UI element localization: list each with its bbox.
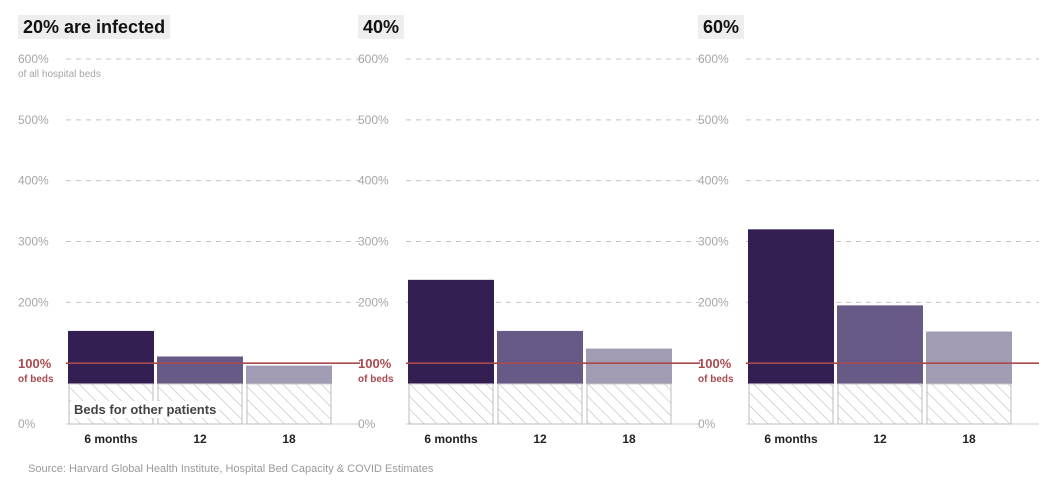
chart-panel-1: 20% are infected 0% 200% 300% 400% 500% 600% of… [18,15,360,446]
bar [926,331,1012,384]
other-patients-area [837,383,923,425]
panel-title-background [358,15,405,39]
x-tick-label: 18 [622,432,636,446]
y-tick-label: 600% [18,52,49,66]
y-tick-label: 200% [358,295,389,309]
other-patients-area [926,383,1012,425]
capacity-label: 100% [18,356,52,371]
bar [497,330,583,384]
other-patients-area [246,383,332,425]
y-tick-label: 0% [698,417,716,431]
y-tick-label: 300% [698,235,729,249]
chart-panel-3: 60% 0% 200% 300% 400% 500% 600% 6 months 12 18 100… [698,15,1039,446]
panel-title: 40% [363,17,399,37]
y-tick-label: 500% [358,113,389,127]
chart-panel-2: 40% 0% 200% 300% 400% 500% 600% 6 months 12 18 100… [358,15,700,446]
x-tick-label: 6 months [764,432,818,446]
y-tick-label: 400% [18,174,49,188]
x-tick-label: 18 [282,432,296,446]
y-tick-label: 600% [698,52,729,66]
y-tick-label: 300% [358,235,389,249]
x-tick-label: 12 [873,432,887,446]
other-patients-area [748,383,834,425]
panel-title-background [18,15,171,39]
source-note: Source: Harvard Global Health Institute,… [28,463,434,475]
other-patients-label-background [71,401,220,418]
x-tick-label: 12 [193,432,207,446]
other-patients-area [408,383,494,425]
panel-title: 20% are infected [23,17,165,37]
other-patients-area [497,383,583,425]
y-tick-label: 500% [698,113,729,127]
other-patients-area [586,383,672,425]
y-tick-label: 0% [358,417,376,431]
capacity-sublabel: of beds [698,374,734,385]
capacity-sublabel: of beds [358,374,394,385]
y-tick-label: 500% [18,113,49,127]
y-tick-label: 200% [698,295,729,309]
x-tick-label: 18 [962,432,976,446]
bar [246,365,332,384]
bar [408,279,494,384]
capacity-label: 100% [698,356,732,371]
y-tick-label: 600% [358,52,389,66]
y-tick-label: 200% [18,295,49,309]
panel-title-background [698,15,745,39]
panel-title: 60% [703,17,739,37]
y-tick-label: 400% [698,174,729,188]
bar [748,229,834,384]
capacity-sublabel: of beds [18,374,54,385]
x-tick-label: 6 months [84,432,138,446]
y-tick-label: 300% [18,235,49,249]
capacity-label: 100% [358,356,392,371]
other-patients-label: Beds for other patients [74,402,216,417]
bar [68,330,154,384]
y-tick-label: 0% [18,417,36,431]
bar [157,356,243,384]
y-tick-label: 400% [358,174,389,188]
x-tick-label: 6 months [424,432,478,446]
bar [837,305,923,384]
y-top-sublabel: of all hospital beds [18,69,101,80]
bar [586,348,672,384]
x-tick-label: 12 [533,432,547,446]
